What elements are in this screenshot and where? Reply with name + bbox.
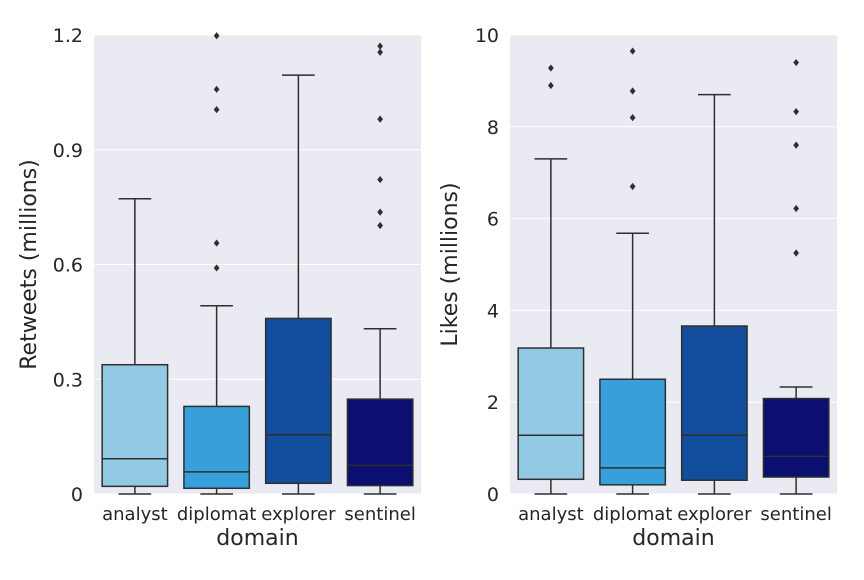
outlier-point [213, 239, 220, 247]
outlier-point [547, 64, 554, 72]
box-iqr [346, 398, 414, 487]
outlier-point [793, 204, 800, 213]
outlier-point [377, 48, 384, 56]
box-iqr [517, 347, 585, 481]
y-tick-label: 4 [487, 300, 499, 322]
x-tick-label: sentinel [760, 504, 831, 525]
y-tick-label: 0 [487, 484, 499, 506]
outlier-point [629, 182, 636, 191]
y-axis-label: Retweets (millions) [17, 159, 42, 370]
x-tick-label: sentinel [344, 504, 415, 525]
outlier-point [213, 264, 220, 272]
outlier-point [629, 87, 636, 95]
y-tick-label: 0.6 [53, 255, 83, 277]
box-iqr [680, 325, 748, 481]
box-analyst [517, 64, 585, 495]
box-sentinel [762, 58, 830, 495]
x-tick-label: explorer [677, 504, 752, 525]
box-diplomat [183, 32, 251, 495]
x-axis-label: domain [632, 526, 714, 551]
y-tick-label: 0 [71, 484, 83, 506]
outlier-point [629, 47, 636, 55]
x-tick-label: analyst [518, 504, 584, 525]
x-tick-label: diplomat [593, 504, 673, 525]
y-tick-label: 0.3 [53, 369, 83, 391]
box-explorer [680, 93, 748, 495]
outlier-point [629, 114, 636, 122]
outlier-point [547, 81, 554, 90]
y-tick-label: 8 [487, 117, 499, 139]
chart-panel-1: 0 0.3 0.6 0.9 1.2 analyst diplomat explorer sent… [17, 25, 421, 551]
box-explorer [264, 74, 332, 495]
outlier-point [213, 105, 220, 114]
chart-panel-2: 0 2 4 6 8 10 analyst diplomat explorer sentinel do… [438, 25, 837, 551]
box-diplomat [599, 47, 667, 495]
x-tick-label: explorer [261, 504, 336, 525]
outlier-point [793, 58, 800, 67]
box-iqr [183, 405, 251, 490]
outlier-point [793, 141, 800, 149]
x-tick-label: analyst [102, 504, 168, 525]
outlier-point [377, 208, 384, 216]
outlier-point [377, 221, 384, 230]
outlier-point [793, 249, 800, 257]
outlier-point [793, 108, 800, 116]
y-tick-label: 1.2 [53, 25, 83, 47]
x-axis-label: domain [216, 526, 298, 551]
y-tick-label: 6 [487, 209, 499, 231]
box-iqr [599, 378, 667, 486]
y-axis-label: Likes (millions) [438, 182, 463, 346]
box-iqr [762, 397, 830, 478]
outlier-point [377, 115, 384, 123]
y-tick-label: 2 [487, 392, 499, 414]
y-tick-label: 0.9 [53, 140, 83, 162]
outlier-point [377, 175, 384, 184]
x-tick-label: diplomat [177, 504, 257, 525]
box-iqr [101, 363, 169, 488]
outlier-point [213, 32, 220, 40]
box-iqr [264, 317, 332, 485]
box-sentinel [346, 42, 414, 495]
box-analyst [101, 197, 169, 495]
outlier-point [377, 42, 384, 50]
y-tick-label: 10 [475, 25, 499, 47]
outlier-point [213, 85, 220, 93]
